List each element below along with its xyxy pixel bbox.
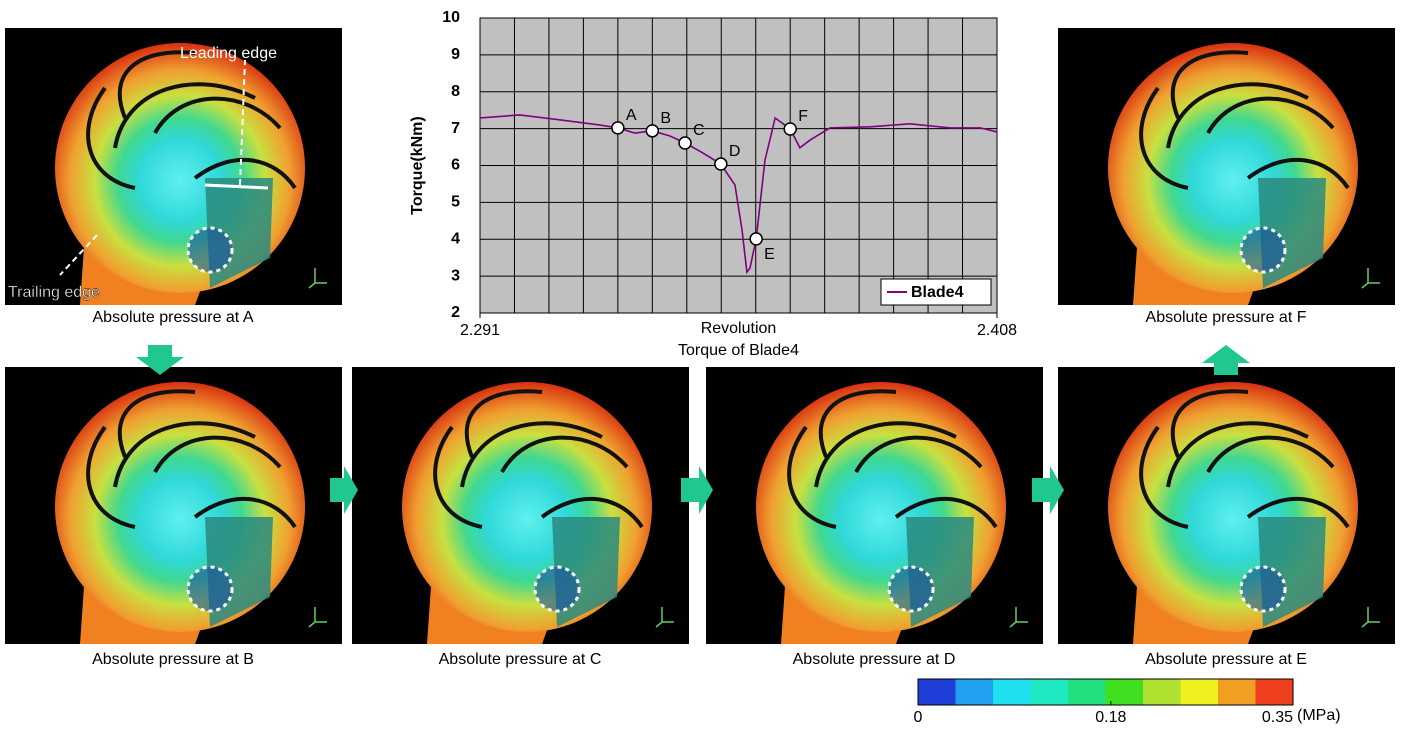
colorbar-unit: (MPa) [1297, 707, 1341, 724]
colorbar-frame [917, 678, 1294, 706]
x-tick-label: 2.291 [460, 322, 500, 339]
point-marker [678, 136, 692, 150]
point-label: D [729, 143, 741, 160]
colorbar-band [1218, 679, 1256, 705]
panel: Absolute pressure at C [352, 367, 689, 668]
y-tick-label: 7 [451, 120, 460, 137]
panel: Absolute pressure at D [706, 367, 1043, 668]
caption: Absolute pressure at F [1146, 309, 1307, 326]
panel: Absolute pressure at F [1058, 28, 1395, 326]
point-label: C [693, 122, 705, 139]
point-marker [714, 157, 728, 171]
colorbar-band [1068, 679, 1106, 705]
colorbar-band [1255, 679, 1294, 705]
point-marker [749, 232, 763, 246]
line-chart: 2 3 4 5 6 7 8 9 10 2.291 2.408 Revolution Torque of … [409, 9, 1017, 359]
point-marker [611, 121, 625, 135]
point-label: E [764, 246, 775, 263]
colorbar: 0 0.18 0.35 (MPa) [914, 678, 1341, 726]
y-tick-label: 8 [451, 83, 460, 100]
y-tick-label: 9 [451, 46, 460, 63]
point-label: A [626, 107, 637, 124]
caption: Absolute pressure at D [793, 651, 956, 668]
x-axis-label: Revolution [701, 320, 777, 337]
colorbar-band [1143, 679, 1181, 705]
chart-title: Torque of Blade4 [678, 342, 799, 359]
y-tick-label: 3 [451, 267, 460, 284]
legend-label: Blade4 [911, 284, 964, 301]
caption: Absolute pressure at E [1145, 651, 1307, 668]
colorbar-band [1030, 679, 1069, 705]
colorbar-band [1180, 679, 1219, 705]
y-tick-label: 5 [451, 194, 460, 211]
y-axis-label: Torque(kNm) [409, 116, 426, 214]
colorbar-band [955, 679, 994, 705]
caption: Absolute pressure at A [93, 309, 254, 326]
caption: Absolute pressure at C [439, 651, 602, 668]
colorbar-tick-label: 0.18 [1095, 709, 1126, 726]
point-marker [645, 124, 660, 138]
colorbar-band [918, 679, 956, 705]
colorbar-tick-label: 0 [914, 709, 923, 726]
point-label: B [660, 110, 671, 127]
arrows [136, 345, 1250, 514]
colorbar-band [1105, 679, 1144, 705]
panel: Absolute pressure at B [5, 367, 342, 668]
colorbar-tick-label: 0.35 [1262, 709, 1293, 726]
y-tick-label: 6 [451, 157, 460, 174]
point-label: F [798, 108, 808, 125]
point-marker [783, 122, 797, 136]
annotation: Leading edge [180, 45, 277, 62]
panel: Leading edge Trailing edge Absolute pres… [5, 28, 342, 326]
colorbar-band [993, 679, 1031, 705]
annotation: Trailing edge [8, 284, 100, 301]
y-tick-label: 4 [451, 230, 460, 247]
y-tick-label: 2 [451, 304, 460, 321]
caption: Absolute pressure at B [92, 651, 254, 668]
panel: Absolute pressure at E [1058, 367, 1395, 668]
x-tick-label: 2.408 [977, 322, 1017, 339]
y-tick-label: 10 [442, 9, 460, 26]
